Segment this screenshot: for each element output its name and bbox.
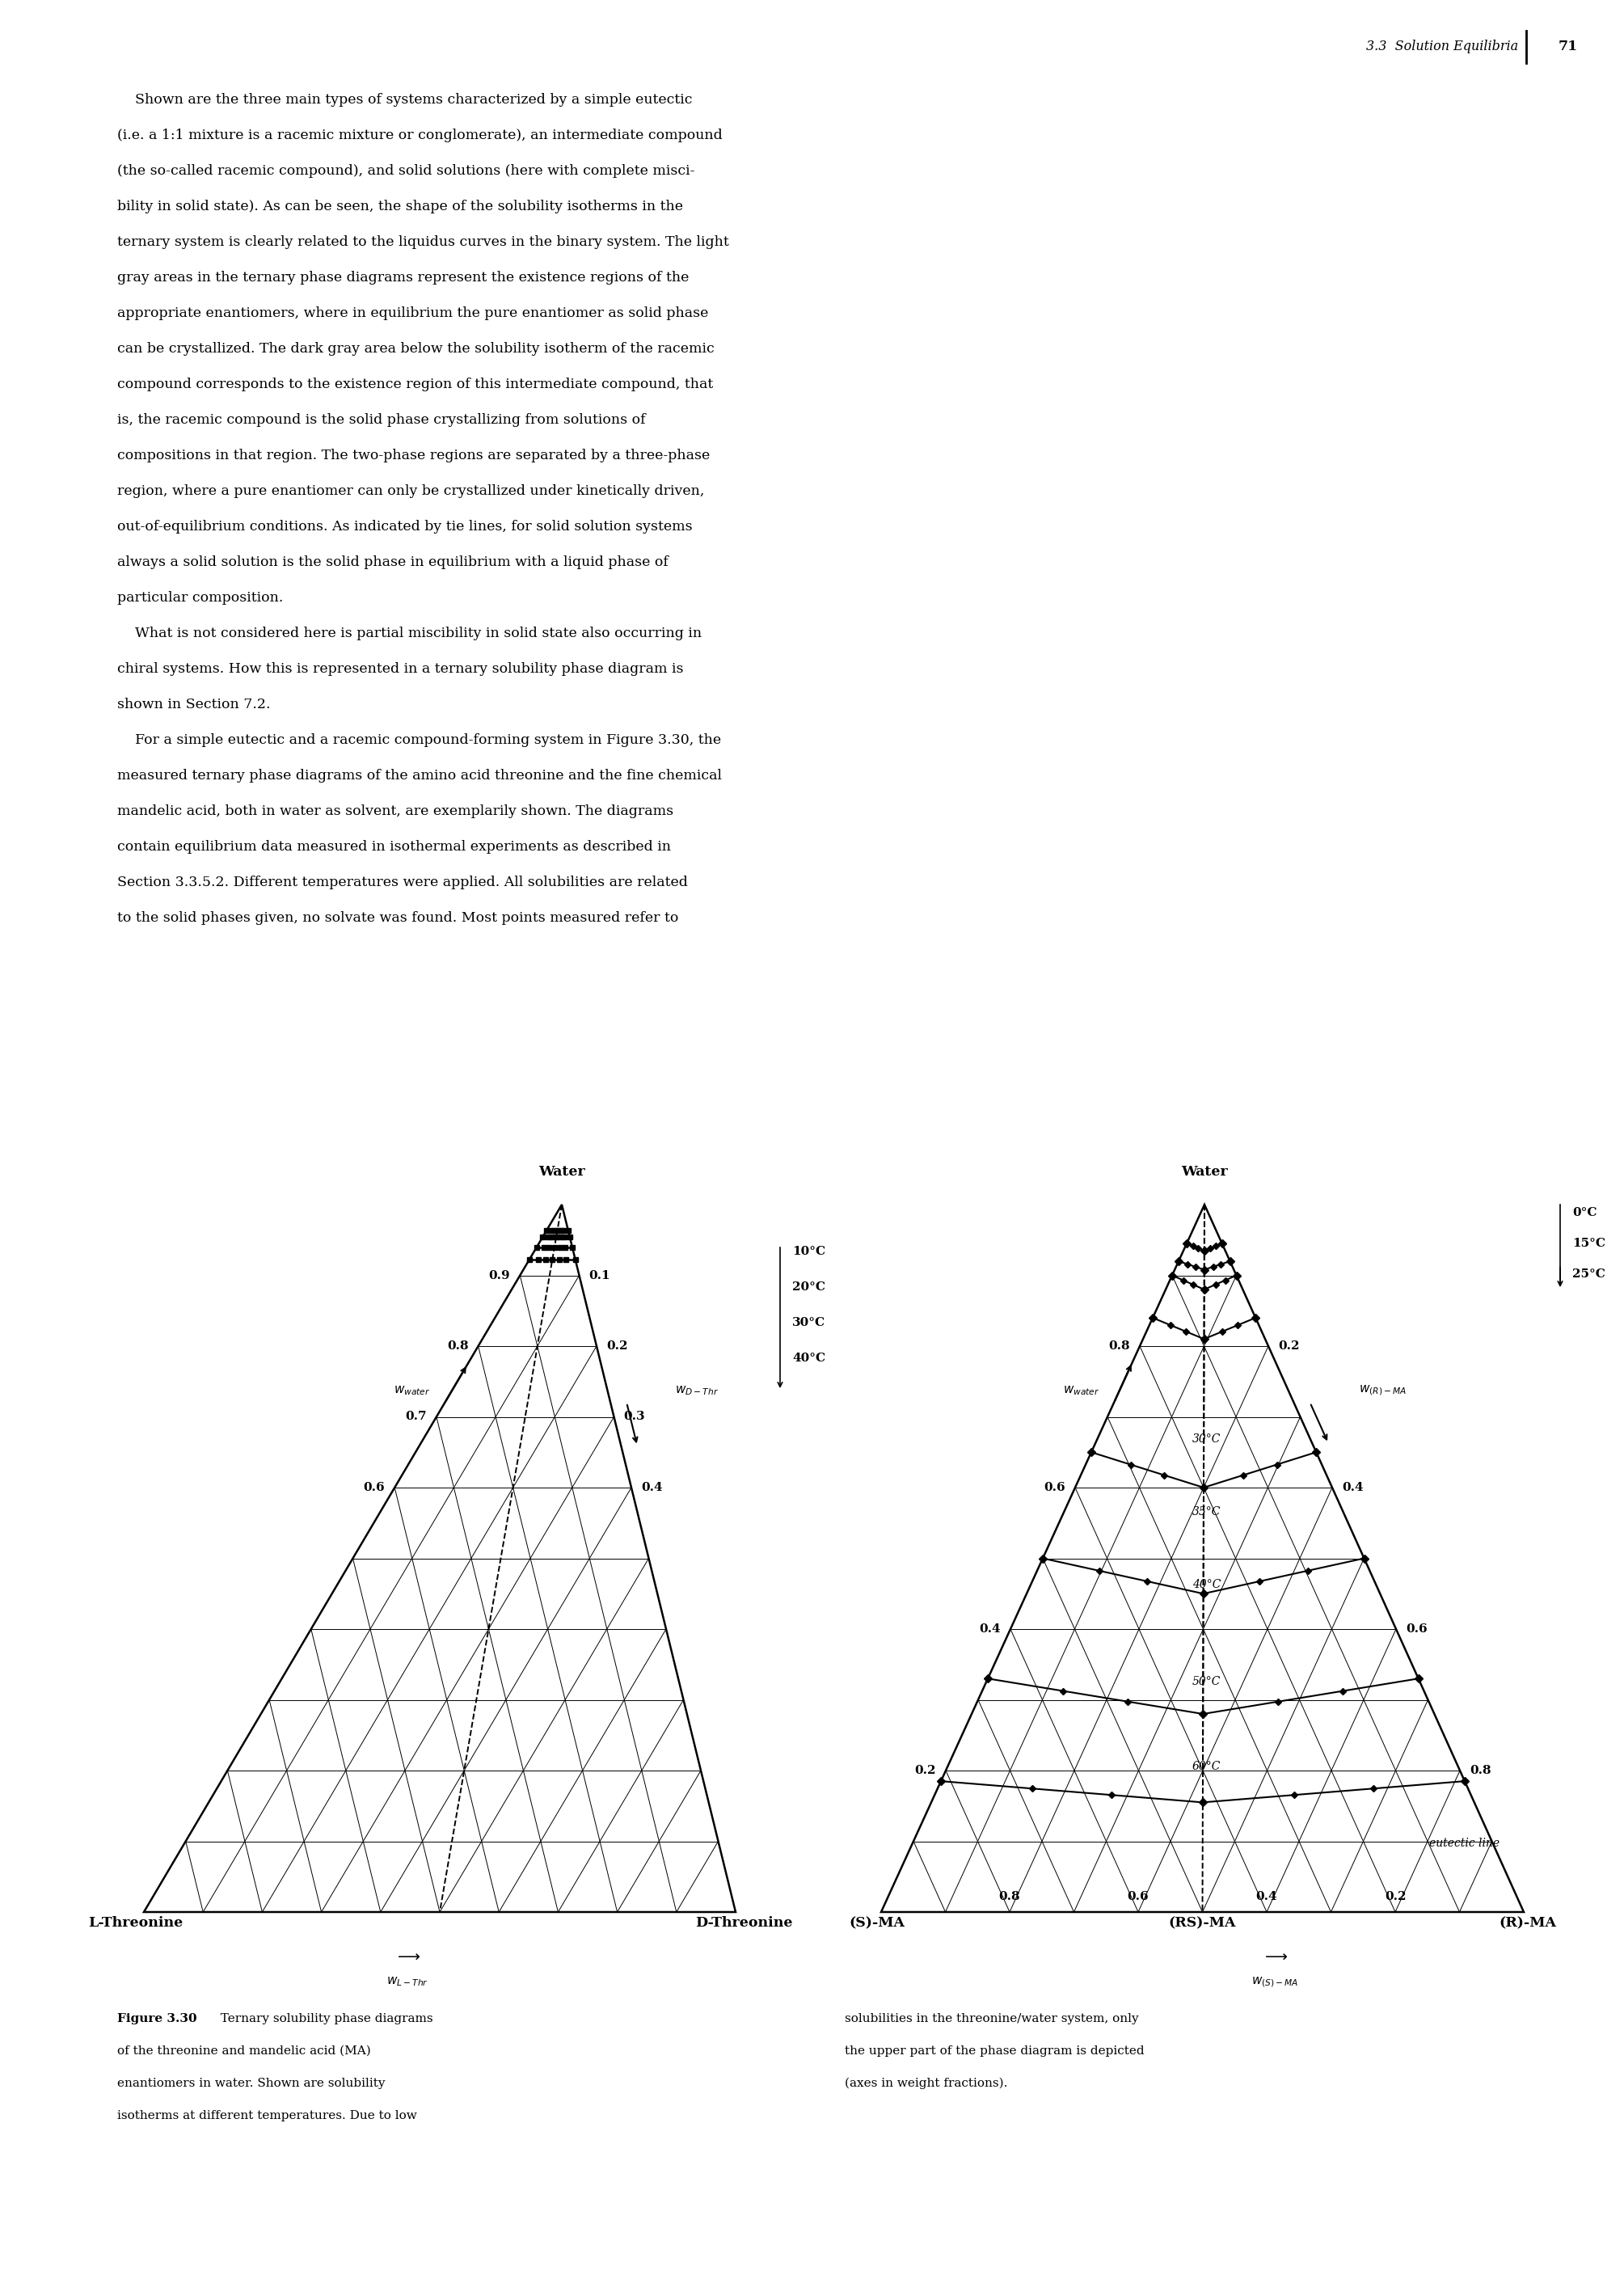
Text: $\longrightarrow$: $\longrightarrow$ xyxy=(395,1948,421,1964)
Text: 30°C: 30°C xyxy=(793,1318,825,1329)
Text: L-Threonine: L-Threonine xyxy=(88,1916,184,1930)
Text: 15°C: 15°C xyxy=(1572,1238,1606,1249)
Text: eutectic line: eutectic line xyxy=(1429,1838,1499,1850)
Text: $w_{D-Thr}$: $w_{D-Thr}$ xyxy=(676,1384,719,1396)
Text: 71: 71 xyxy=(1559,39,1579,53)
Text: 20°C: 20°C xyxy=(793,1281,825,1293)
Text: $\longrightarrow$: $\longrightarrow$ xyxy=(1262,1948,1288,1964)
Text: $w_{water}$: $w_{water}$ xyxy=(393,1384,430,1396)
Text: 0.2: 0.2 xyxy=(914,1765,935,1776)
Text: compositions in that region. The two-phase regions are separated by a three-phas: compositions in that region. The two-pha… xyxy=(117,449,710,463)
Text: 40°C: 40°C xyxy=(1192,1579,1221,1591)
Text: 30°C: 30°C xyxy=(1192,1432,1221,1444)
Text: Section 3.3.5.2. Different temperatures were applied. All solubilities are relat: Section 3.3.5.2. Different temperatures … xyxy=(117,876,689,889)
Text: 0.8: 0.8 xyxy=(1109,1341,1130,1352)
Text: 35°C: 35°C xyxy=(1192,1506,1221,1517)
Text: chiral systems. How this is represented in a ternary solubility phase diagram is: chiral systems. How this is represented … xyxy=(117,662,684,676)
Text: mandelic acid, both in water as solvent, are exemplarily shown. The diagrams: mandelic acid, both in water as solvent,… xyxy=(117,804,674,818)
Text: What is not considered here is partial miscibility in solid state also occurring: What is not considered here is partial m… xyxy=(117,626,702,639)
Text: 0°C: 0°C xyxy=(1572,1208,1596,1219)
Text: $w_{water}$: $w_{water}$ xyxy=(1062,1384,1099,1396)
Text: (the so-called racemic compound), and solid solutions (here with complete misci-: (the so-called racemic compound), and so… xyxy=(117,165,695,179)
Text: 0.4: 0.4 xyxy=(1255,1891,1278,1902)
Text: $w_{L-Thr}$: $w_{L-Thr}$ xyxy=(387,1976,429,1987)
Text: of the threonine and mandelic acid (MA): of the threonine and mandelic acid (MA) xyxy=(117,2044,370,2056)
Text: out-of-equilibrium conditions. As indicated by tie lines, for solid solution sys: out-of-equilibrium conditions. As indica… xyxy=(117,520,692,534)
Text: (axes in weight fractions).: (axes in weight fractions). xyxy=(844,2079,1007,2090)
Text: (R)-MA: (R)-MA xyxy=(1499,1916,1556,1930)
Text: 0.7: 0.7 xyxy=(406,1412,427,1423)
Text: 0.3: 0.3 xyxy=(624,1412,645,1423)
Text: $w_{(S)-MA}$: $w_{(S)-MA}$ xyxy=(1252,1976,1299,1989)
Text: Water: Water xyxy=(1181,1164,1228,1178)
Text: 0.8: 0.8 xyxy=(447,1341,469,1352)
Text: 0.6: 0.6 xyxy=(1406,1623,1427,1634)
Text: always a solid solution is the solid phase in equilibrium with a liquid phase of: always a solid solution is the solid pha… xyxy=(117,555,669,568)
Text: is, the racemic compound is the solid phase crystallizing from solutions of: is, the racemic compound is the solid ph… xyxy=(117,413,646,426)
Text: 40°C: 40°C xyxy=(793,1352,825,1364)
Text: 0.1: 0.1 xyxy=(590,1270,611,1281)
Text: 0.4: 0.4 xyxy=(1341,1483,1364,1492)
Text: Ternary solubility phase diagrams: Ternary solubility phase diagrams xyxy=(213,2012,434,2024)
Text: $w_{(R)-MA}$: $w_{(R)-MA}$ xyxy=(1359,1384,1406,1398)
Text: 50°C: 50°C xyxy=(1192,1675,1221,1687)
Text: the upper part of the phase diagram is depicted: the upper part of the phase diagram is d… xyxy=(844,2044,1145,2056)
Text: gray areas in the ternary phase diagrams represent the existence regions of the: gray areas in the ternary phase diagrams… xyxy=(117,270,689,284)
Text: 0.6: 0.6 xyxy=(1127,1891,1148,1902)
Text: 60°C: 60°C xyxy=(1192,1760,1221,1772)
Text: 0.2: 0.2 xyxy=(1278,1341,1299,1352)
Text: contain equilibrium data measured in isothermal experiments as described in: contain equilibrium data measured in iso… xyxy=(117,839,671,853)
Text: 0.2: 0.2 xyxy=(606,1341,628,1352)
Text: ternary system is clearly related to the liquidus curves in the binary system. T: ternary system is clearly related to the… xyxy=(117,236,729,250)
Text: appropriate enantiomers, where in equilibrium the pure enantiomer as solid phase: appropriate enantiomers, where in equili… xyxy=(117,307,708,321)
Text: Shown are the three main types of systems characterized by a simple eutectic: Shown are the three main types of system… xyxy=(117,94,692,108)
Text: can be crystallized. The dark gray area below the solubility isotherm of the rac: can be crystallized. The dark gray area … xyxy=(117,342,715,355)
Text: (S)-MA: (S)-MA xyxy=(849,1916,905,1930)
Text: enantiomers in water. Shown are solubility: enantiomers in water. Shown are solubili… xyxy=(117,2079,385,2088)
Text: For a simple eutectic and a racemic compound-forming system in Figure 3.30, the: For a simple eutectic and a racemic comp… xyxy=(117,733,721,747)
Text: 25°C: 25°C xyxy=(1572,1267,1605,1279)
Text: shown in Section 7.2.: shown in Section 7.2. xyxy=(117,697,271,711)
Text: D-Threonine: D-Threonine xyxy=(695,1916,793,1930)
Text: solubilities in the threonine/water system, only: solubilities in the threonine/water syst… xyxy=(844,2012,1138,2024)
Text: 0.8: 0.8 xyxy=(1470,1765,1491,1776)
Text: 0.4: 0.4 xyxy=(641,1483,663,1492)
Text: bility in solid state). As can be seen, the shape of the solubility isotherms in: bility in solid state). As can be seen, … xyxy=(117,199,684,213)
Text: Water: Water xyxy=(539,1164,585,1178)
Text: 0.6: 0.6 xyxy=(364,1483,385,1492)
Text: 0.6: 0.6 xyxy=(1044,1483,1065,1492)
Text: particular composition.: particular composition. xyxy=(117,591,283,605)
Text: 0.9: 0.9 xyxy=(489,1270,510,1281)
Text: compound corresponds to the existence region of this intermediate compound, that: compound corresponds to the existence re… xyxy=(117,378,713,392)
Text: (RS)-MA: (RS)-MA xyxy=(1169,1916,1236,1930)
Text: measured ternary phase diagrams of the amino acid threonine and the fine chemica: measured ternary phase diagrams of the a… xyxy=(117,768,721,782)
Text: 3.3  Solution Equilibria: 3.3 Solution Equilibria xyxy=(1366,39,1518,53)
Text: to the solid phases given, no solvate was found. Most points measured refer to: to the solid phases given, no solvate wa… xyxy=(117,912,679,926)
Text: 0.4: 0.4 xyxy=(979,1623,1000,1634)
Text: 0.8: 0.8 xyxy=(999,1891,1020,1902)
Text: Figure 3.30: Figure 3.30 xyxy=(117,2012,197,2024)
Text: isotherms at different temperatures. Due to low: isotherms at different temperatures. Due… xyxy=(117,2111,417,2122)
Text: region, where a pure enantiomer can only be crystallized under kinetically drive: region, where a pure enantiomer can only… xyxy=(117,484,705,497)
Text: 10°C: 10°C xyxy=(793,1247,825,1258)
Text: (i.e. a 1:1 mixture is a racemic mixture or conglomerate), an intermediate compo: (i.e. a 1:1 mixture is a racemic mixture… xyxy=(117,128,723,142)
Text: 0.2: 0.2 xyxy=(1385,1891,1406,1902)
